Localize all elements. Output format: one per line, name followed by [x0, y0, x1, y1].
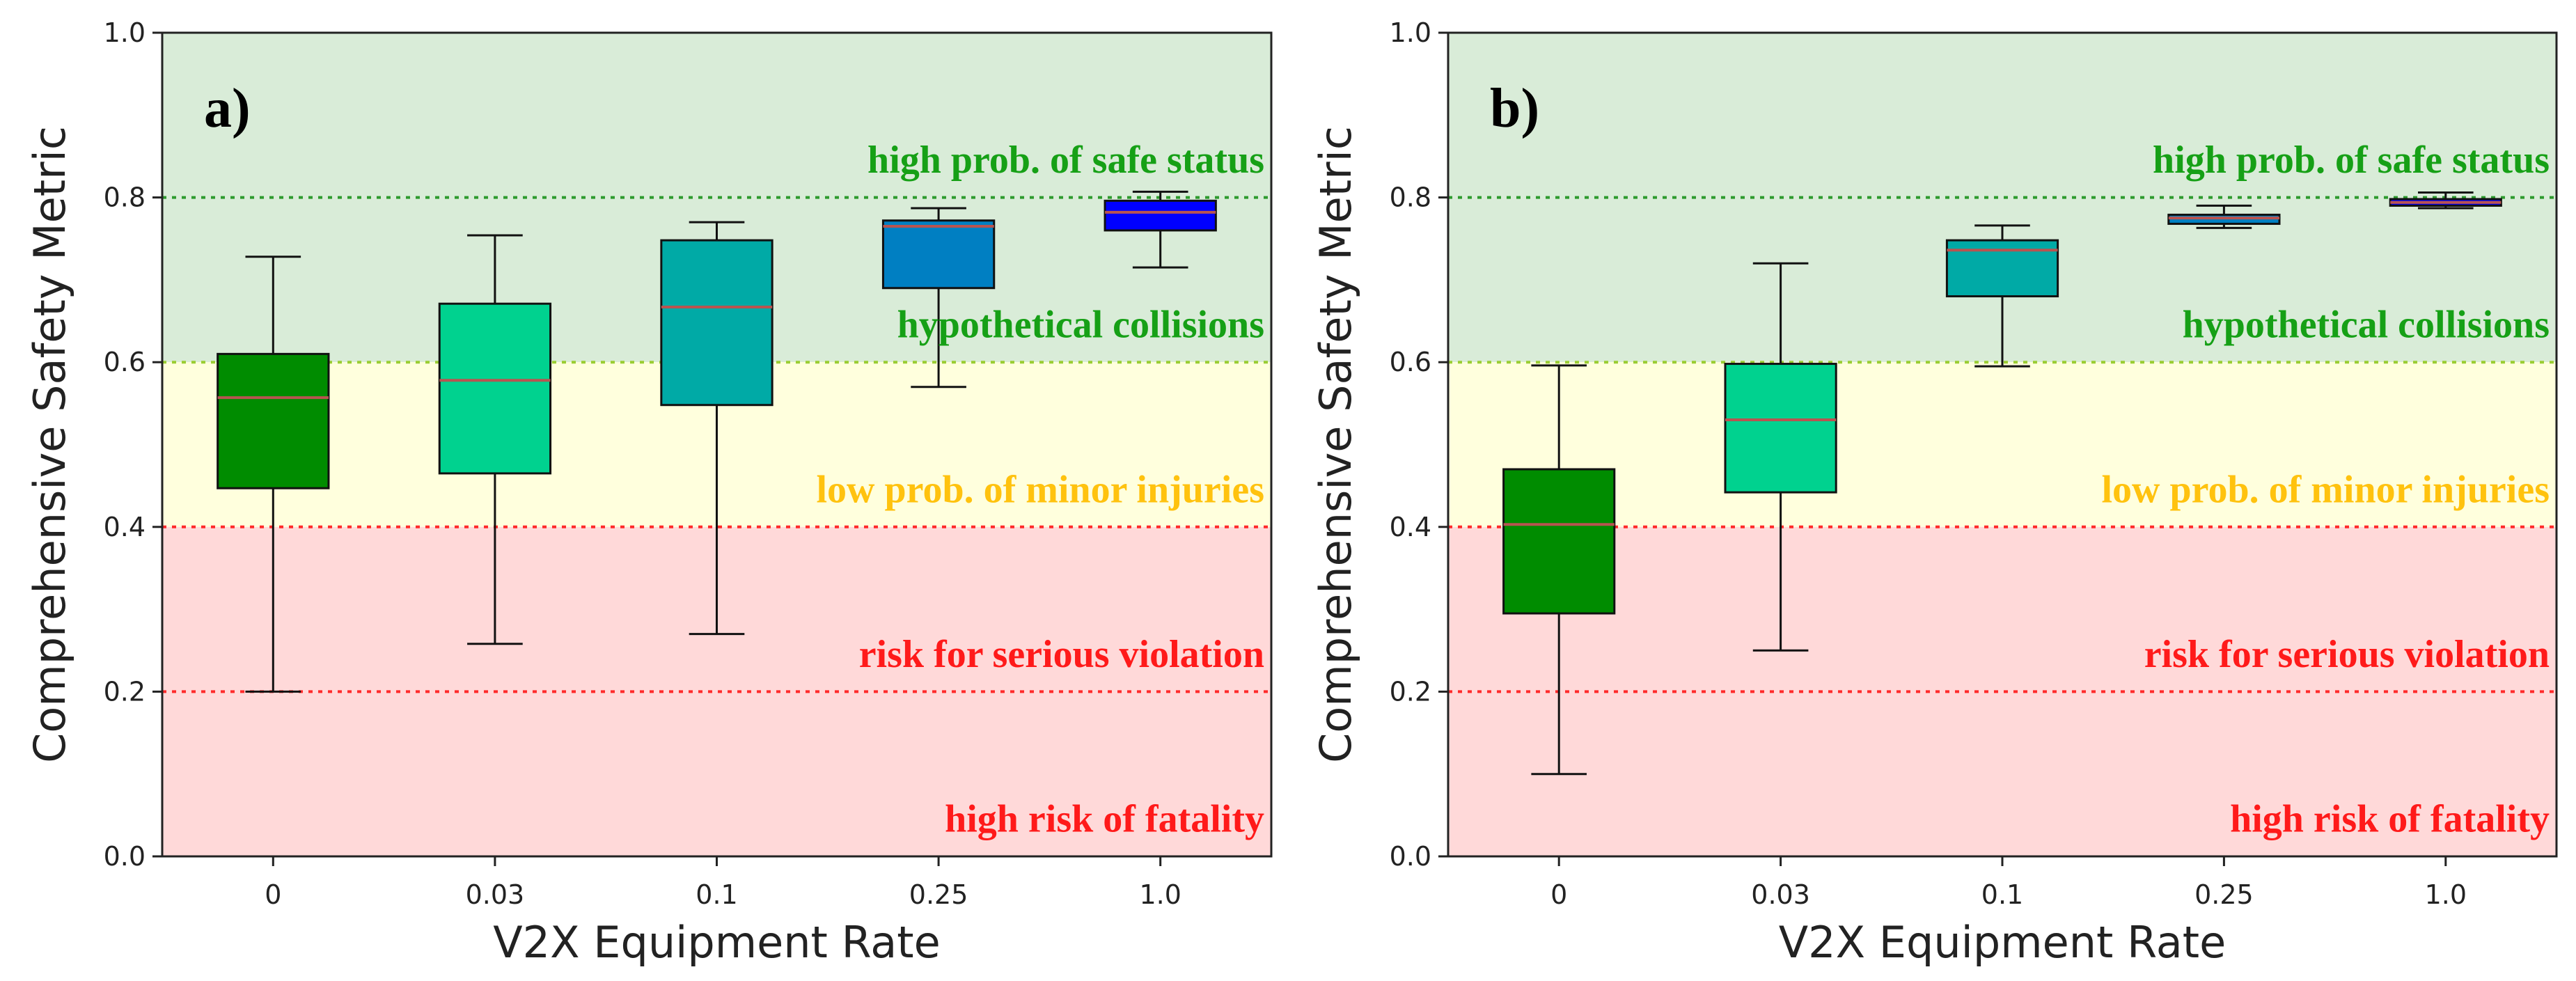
box-body	[1502, 468, 1616, 615]
box-1.0	[1104, 190, 1217, 269]
x-tick-label: 0.25	[909, 879, 968, 910]
zone-label: hypothetical collisions	[897, 304, 1264, 347]
x-tick-label: 0	[1550, 879, 1567, 910]
zone-label: hypothetical collisions	[2183, 304, 2550, 347]
panel-b: 0.0 0.2 0.4 0.6 0.8 1.0 0 0.03 0.1 0.25 1.0 high pr…	[1310, 17, 2558, 968]
box-body	[660, 239, 773, 407]
y-tick-label: 0.4	[104, 512, 146, 542]
x-tick-label: 0.1	[1981, 879, 2023, 910]
box-1.0	[2389, 191, 2502, 210]
zone-label: risk for serious violation	[859, 633, 1264, 676]
y-tick-label: 0.0	[1390, 841, 1431, 872]
box-body	[438, 302, 552, 475]
y-tick-label: 1.0	[1390, 17, 1431, 48]
y-tick-label: 0.4	[1390, 512, 1431, 542]
x-tick-label: 0.1	[696, 879, 737, 910]
box-0.1	[660, 221, 773, 636]
x-axis-title: V2X Equipment Rate	[1779, 917, 2226, 968]
x-axis-title: V2X Equipment Rate	[493, 917, 940, 968]
y-axis-title: Comprehensive Safety Metric	[24, 126, 75, 763]
zone-label: low prob. of minor injuries	[816, 468, 1264, 511]
y-tick-label: 0.2	[104, 676, 146, 707]
zone-label: low prob. of minor injuries	[2101, 468, 2550, 511]
box-0.03	[438, 234, 552, 645]
zone-label: high risk of fatality	[2230, 798, 2550, 841]
y-axis-title: Comprehensive Safety Metric	[1310, 126, 1361, 763]
box-0.25	[2167, 204, 2281, 229]
zone-minor	[1448, 362, 2557, 527]
x-tick-label: 0.25	[2194, 879, 2254, 910]
y-tick-label: 0.6	[104, 347, 146, 377]
x-tick-label: 1.0	[2425, 879, 2467, 910]
x-tick-label: 0	[265, 879, 281, 910]
y-tick-label: 0.8	[104, 182, 146, 213]
box-body	[881, 219, 996, 290]
y-tick-label: 1.0	[104, 17, 146, 48]
panel-label: a)	[204, 78, 251, 139]
zone-label: high prob. of safe status	[867, 139, 1264, 182]
y-tick-label: 0.6	[1390, 347, 1431, 377]
x-tick-label: 0.03	[1751, 879, 1810, 910]
box-body	[1724, 363, 1837, 494]
box-body	[217, 352, 330, 489]
box-0	[1502, 364, 1616, 776]
panel-a: 0.0 0.2 0.4 0.6 0.8 1.0 0 0.03 0.1 0.25 1.0 high pr…	[24, 17, 1273, 968]
box-0.1	[1945, 224, 2059, 368]
zone-label: risk for serious violation	[2144, 633, 2550, 676]
box-0.25	[881, 207, 996, 389]
box-body	[1104, 199, 1217, 232]
y-tick-label: 0.8	[1390, 182, 1431, 213]
x-tick-label: 1.0	[1139, 879, 1181, 910]
box-body	[1945, 239, 2059, 298]
panel-label: b)	[1490, 78, 1539, 139]
y-tick-label: 0.0	[104, 841, 146, 872]
zone-label: high risk of fatality	[945, 798, 1264, 841]
zone-label: high prob. of safe status	[2153, 139, 2550, 182]
box-0	[217, 256, 330, 693]
box-0.03	[1724, 262, 1837, 652]
y-tick-label: 0.2	[1390, 676, 1431, 707]
zone-risk	[1448, 526, 2557, 856]
x-tick-label: 0.03	[466, 879, 525, 910]
